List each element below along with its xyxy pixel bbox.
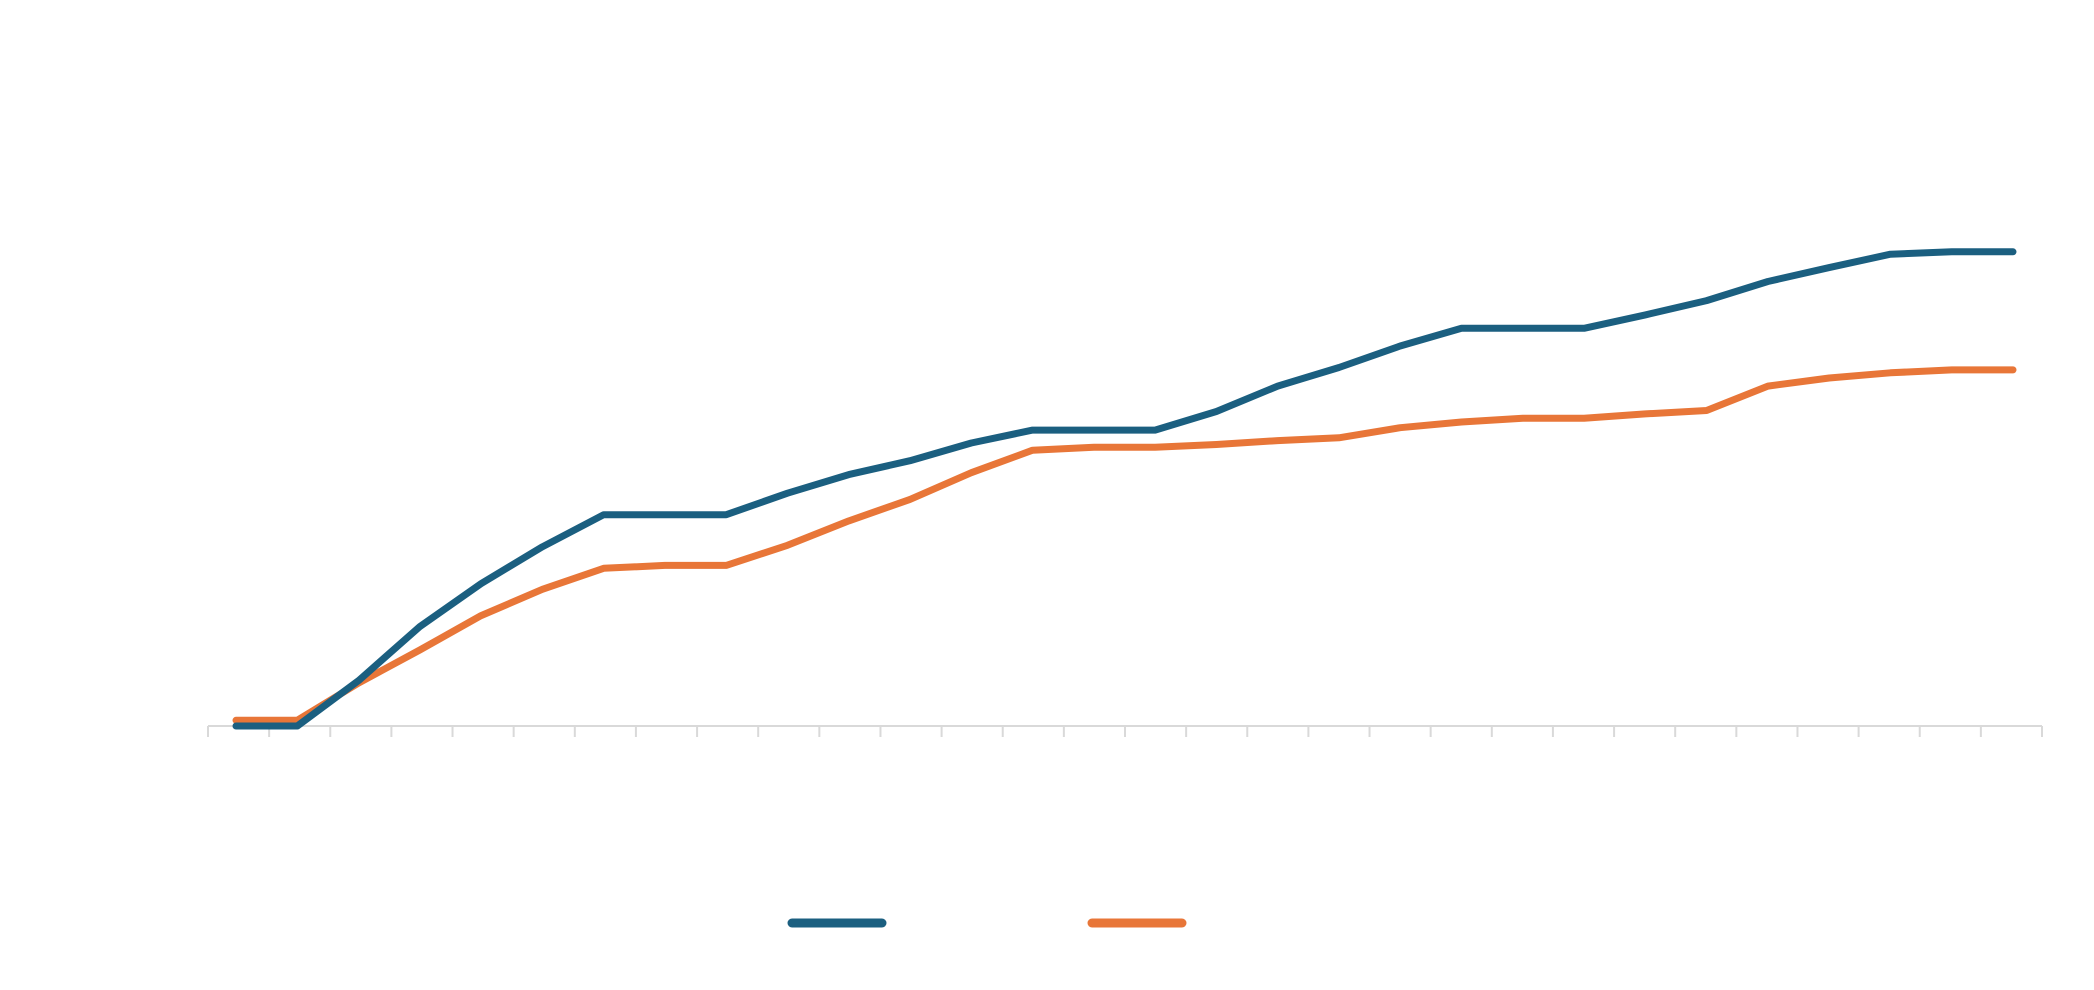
plot-area xyxy=(232,248,2017,730)
x-axis xyxy=(207,725,2043,737)
series-line-1 xyxy=(232,248,2017,730)
series-line-2 xyxy=(232,366,2017,724)
